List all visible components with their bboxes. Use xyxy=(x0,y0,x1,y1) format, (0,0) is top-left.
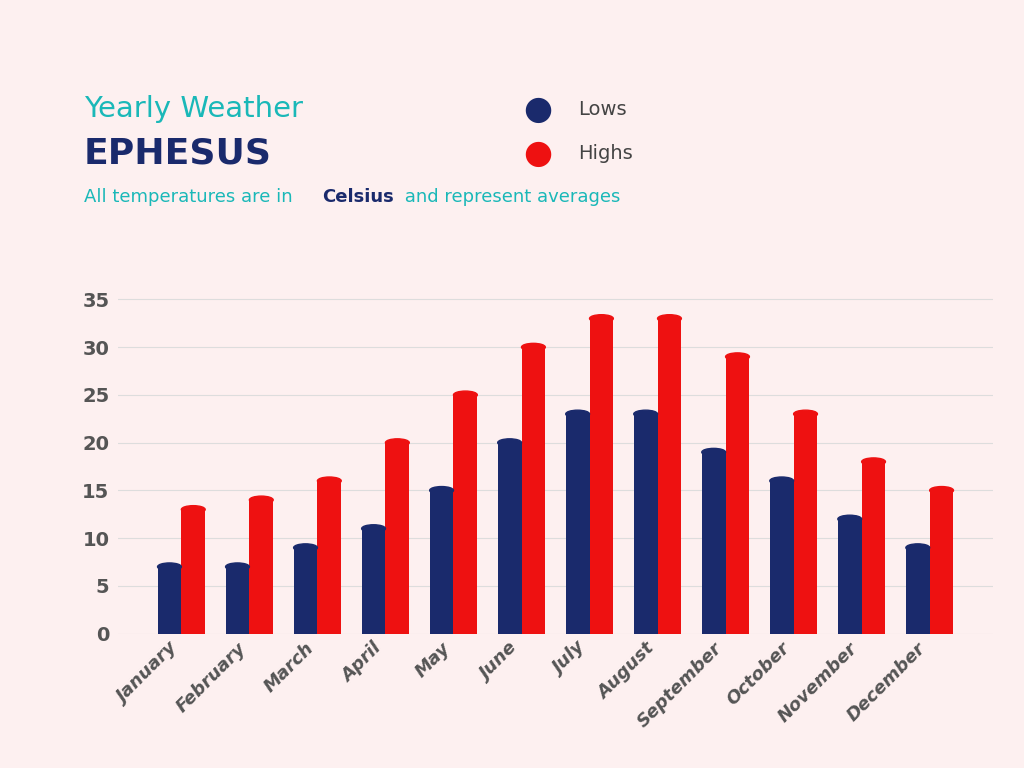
Text: EPHESUS: EPHESUS xyxy=(84,137,272,170)
Bar xyxy=(385,442,410,634)
Ellipse shape xyxy=(317,477,341,485)
Ellipse shape xyxy=(454,391,477,399)
Ellipse shape xyxy=(906,544,930,551)
Text: Celsius: Celsius xyxy=(323,188,394,207)
Ellipse shape xyxy=(521,343,546,351)
Bar xyxy=(657,319,681,634)
Ellipse shape xyxy=(385,439,410,446)
Bar xyxy=(521,347,546,634)
Bar xyxy=(498,442,521,634)
Bar xyxy=(770,481,794,634)
Text: Lows: Lows xyxy=(579,100,627,118)
Text: ●: ● xyxy=(523,93,552,125)
Bar xyxy=(838,519,861,634)
Bar xyxy=(181,509,205,634)
Bar xyxy=(634,414,657,634)
Bar xyxy=(701,452,726,634)
Bar xyxy=(294,548,317,634)
Bar xyxy=(930,491,953,634)
Ellipse shape xyxy=(634,410,657,418)
Ellipse shape xyxy=(250,496,273,504)
Ellipse shape xyxy=(726,353,750,360)
Ellipse shape xyxy=(701,449,726,456)
Ellipse shape xyxy=(794,410,817,418)
Ellipse shape xyxy=(294,544,317,551)
Ellipse shape xyxy=(158,563,181,571)
Ellipse shape xyxy=(361,525,385,532)
Bar xyxy=(317,481,341,634)
Bar xyxy=(225,567,250,634)
Text: Highs: Highs xyxy=(579,144,633,163)
Bar xyxy=(430,491,454,634)
Ellipse shape xyxy=(181,505,205,513)
Ellipse shape xyxy=(430,487,454,494)
Bar xyxy=(361,528,385,634)
Bar xyxy=(726,356,750,634)
Bar xyxy=(565,414,590,634)
Ellipse shape xyxy=(861,458,886,465)
Text: Yearly Weather: Yearly Weather xyxy=(84,95,303,123)
Text: ●: ● xyxy=(523,137,552,170)
Ellipse shape xyxy=(565,410,590,418)
Ellipse shape xyxy=(590,315,613,323)
Ellipse shape xyxy=(770,477,794,485)
Bar xyxy=(454,395,477,634)
Bar xyxy=(861,462,886,634)
Bar xyxy=(250,500,273,634)
Bar xyxy=(158,567,181,634)
Ellipse shape xyxy=(657,315,681,323)
Ellipse shape xyxy=(498,439,521,446)
Ellipse shape xyxy=(225,563,250,571)
Text: All temperatures are in: All temperatures are in xyxy=(84,188,298,207)
Bar xyxy=(590,319,613,634)
Text: and represent averages: and represent averages xyxy=(399,188,621,207)
Bar xyxy=(906,548,930,634)
Ellipse shape xyxy=(930,487,953,494)
Bar xyxy=(794,414,817,634)
Ellipse shape xyxy=(838,515,861,523)
